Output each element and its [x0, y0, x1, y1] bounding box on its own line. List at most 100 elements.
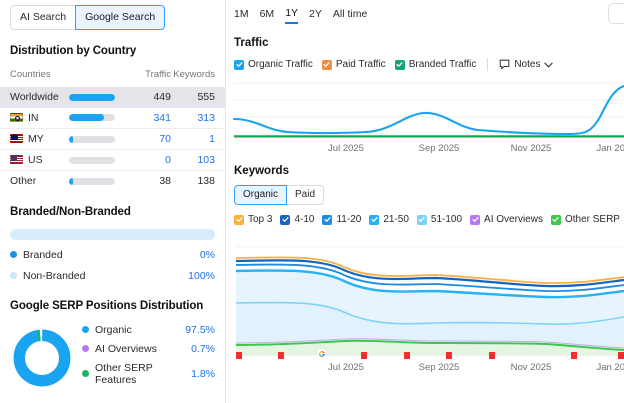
update-marker: [489, 352, 495, 359]
keywords-value[interactable]: 313: [197, 111, 215, 124]
other-serp-checkbox[interactable]: [550, 214, 561, 225]
serp-distribution-chart: Organic 97.5% AI Overviews 0.7% Other SE…: [12, 324, 225, 393]
flag-us-icon: [10, 155, 23, 164]
tab-google-search[interactable]: Google Search: [75, 5, 166, 30]
country-label: MY: [28, 133, 44, 145]
x-tick-label: Nov 2025: [511, 143, 552, 154]
table-row[interactable]: IN 341 313: [0, 108, 225, 129]
traffic-bar: [69, 171, 123, 192]
keywords-value[interactable]: 103: [197, 154, 215, 166]
update-marker: [571, 352, 577, 359]
time-range-2y[interactable]: 2Y: [309, 8, 322, 20]
pos-21-50-checkbox[interactable]: [369, 214, 380, 225]
legend-item-top-3[interactable]: Top 3: [234, 214, 272, 225]
non-branded-color-dot: [10, 272, 17, 279]
update-marker: [446, 352, 452, 359]
search-type-tabs: AI Search Google Search: [10, 5, 166, 30]
x-tick-label: Jan 2026: [596, 143, 624, 154]
country-name: Worldwide: [10, 91, 59, 103]
traffic-bar: [69, 150, 123, 171]
legend-item-organic[interactable]: Organic 97.5%: [82, 324, 215, 336]
table-row[interactable]: MY 70 1: [0, 129, 225, 150]
table-row[interactable]: US 0 103: [0, 150, 225, 171]
traffic-section-title: Traffic: [234, 37, 269, 49]
time-range-1y[interactable]: 1Y: [285, 7, 299, 24]
branded-traffic-label: Branded Traffic: [408, 59, 477, 70]
time-range-1m[interactable]: 1M: [234, 8, 249, 20]
ai-overviews-value: 0.7%: [191, 342, 215, 355]
ai-overviews-legend-label: AI Overviews: [484, 214, 543, 225]
traffic-value[interactable]: 341: [153, 111, 171, 124]
legend-item-branded[interactable]: Branded 0%: [10, 249, 215, 261]
branded-traffic-checkbox[interactable]: [394, 59, 405, 70]
pos-21-50-label: 21-50: [383, 214, 409, 225]
pos-51-100-checkbox[interactable]: [416, 214, 427, 225]
update-marker: [404, 352, 410, 359]
traffic-chart[interactable]: Jul 2025 Sep 2025 Nov 2025 Jan 2026: [226, 79, 624, 155]
algorithm-update-markers: [236, 352, 624, 359]
branded-color-dot: [10, 251, 17, 258]
chevron-down-icon: [544, 62, 554, 67]
other-serp-label: Other SERP Features: [95, 361, 153, 386]
branded-value: 0%: [199, 248, 215, 261]
pos-4-10-checkbox[interactable]: [280, 214, 291, 225]
traffic-value: 449: [153, 91, 171, 103]
tab-keywords-organic[interactable]: Organic: [234, 185, 288, 205]
legend-item-organic-traffic[interactable]: Organic Traffic: [234, 59, 313, 70]
legend-item-non-branded[interactable]: Non-Branded 100%: [10, 270, 215, 282]
keywords-value: 138: [197, 175, 215, 188]
x-tick-label: Jul 2025: [328, 143, 364, 154]
legend-item-21-50[interactable]: 21-50: [369, 214, 409, 225]
flag-my-icon: [10, 134, 23, 143]
traffic-bar: [69, 108, 123, 129]
non-branded-value: 100%: [188, 269, 215, 282]
legend-item-ai-overviews[interactable]: AI Overviews 0.7%: [82, 343, 215, 355]
top-3-checkbox[interactable]: [234, 214, 244, 225]
legend-item-other-serp[interactable]: Other SERP: [550, 214, 620, 225]
pos-11-20-checkbox[interactable]: [322, 214, 333, 225]
keywords-value: 555: [197, 91, 215, 103]
traffic-value[interactable]: 0: [165, 154, 171, 166]
column-header-traffic: Traffic: [145, 68, 171, 80]
paid-traffic-label: Paid Traffic: [335, 59, 386, 70]
legend-item-paid-traffic[interactable]: Paid Traffic: [321, 59, 386, 70]
legend-item-other-serp-features[interactable]: Other SERP Features 1.8%: [82, 362, 215, 386]
serp-legend: Organic 97.5% AI Overviews 0.7% Other SE…: [82, 324, 225, 393]
update-marker: [618, 352, 624, 359]
tab-ai-search[interactable]: AI Search: [10, 5, 77, 30]
notes-dropdown[interactable]: Notes: [499, 59, 554, 70]
legend-item-branded-traffic[interactable]: Branded Traffic: [394, 59, 477, 70]
other-serp-legend-label: Other SERP: [564, 214, 620, 225]
organic-label: Organic: [95, 323, 132, 336]
legend-item-11-20[interactable]: 11-20: [322, 214, 361, 225]
ai-overviews-checkbox[interactable]: [470, 214, 481, 225]
legend-item-51-100[interactable]: 51-100: [416, 214, 463, 225]
top-3-label: Top 3: [248, 214, 273, 225]
notes-label: Notes: [514, 59, 541, 70]
country-name: IN: [0, 108, 69, 129]
organic-color-dot: [82, 326, 89, 333]
legend-item-4-10[interactable]: 4-10: [280, 214, 314, 225]
update-marker: [236, 352, 242, 359]
organic-traffic-checkbox[interactable]: [234, 59, 244, 70]
tab-keywords-paid[interactable]: Paid: [286, 185, 325, 205]
country-name: MY: [0, 129, 69, 150]
time-range-selector: 1M 6M 1Y 2Y All time: [226, 0, 624, 24]
time-range-all-time[interactable]: All time: [332, 8, 368, 20]
table-header-row: Countries Traffic Keywords: [0, 66, 225, 87]
x-tick-label: Jan 2026: [596, 362, 624, 373]
traffic-bar: [69, 87, 123, 108]
distribution-by-country-title: Distribution by Country: [10, 44, 137, 57]
paid-traffic-checkbox[interactable]: [321, 59, 332, 70]
traffic-value[interactable]: 70: [159, 133, 171, 145]
table-row[interactable]: Worldwide 449 555: [0, 86, 225, 108]
keywords-chart[interactable]: Jul 2025 Sep 2025 Nov 2025 Jan 2026: [226, 233, 624, 383]
country-label: US: [28, 154, 43, 166]
table-row[interactable]: Other 38 138: [0, 171, 225, 192]
pos-51-100-label: 51-100: [430, 214, 463, 225]
keywords-value[interactable]: 1: [209, 133, 215, 145]
x-tick-label: Nov 2025: [511, 362, 552, 373]
time-range-6m[interactable]: 6M: [259, 8, 275, 20]
legend-item-ai-overviews[interactable]: AI Overviews: [470, 214, 543, 225]
chart-options-button[interactable]: [608, 3, 624, 24]
